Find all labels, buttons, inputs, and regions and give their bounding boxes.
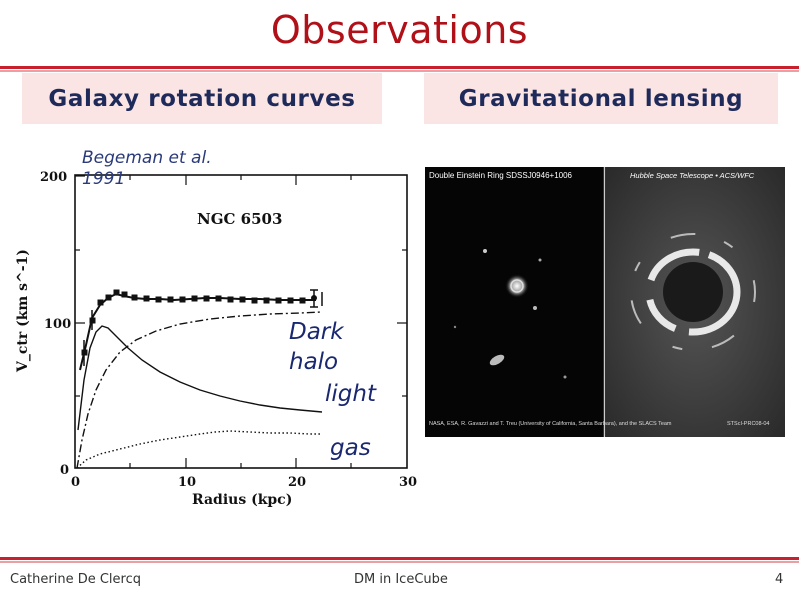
- annotation-light: light: [325, 381, 376, 407]
- footer-divider: [0, 557, 799, 560]
- y-tick-200: 200: [40, 170, 67, 185]
- annotation-gas: gas: [330, 435, 371, 461]
- footer-divider-shadow: [0, 561, 799, 563]
- rotation-curve-plot: 200 100 0 0 10 20 30 Radius (kpc) NGC 65…: [15, 170, 417, 508]
- annotation-dark: Dark: [289, 319, 344, 345]
- lens-header-right: Hubble Space Telescope • ACS/WFC: [630, 171, 755, 180]
- y-axis-label: V_ctr (km s^-1): [15, 249, 31, 373]
- lensing-image: Double Einstein Ring SDSSJ0946+1006 Hubb…: [425, 167, 785, 437]
- title-divider-shadow: [0, 70, 799, 72]
- title-divider: [0, 66, 799, 69]
- lens-credit: NASA, ESA, R. Gavazzi and T. Treu (Unive…: [429, 421, 672, 427]
- einstein-ring-picture: Double Einstein Ring SDSSJ0946+1006 Hubb…: [425, 167, 785, 437]
- y-tick-100: 100: [44, 317, 71, 332]
- axis-ticks: [75, 175, 407, 468]
- x-axis-label: Radius (kpc): [192, 492, 292, 508]
- footer-talk-title: DM in IceCube: [354, 572, 448, 587]
- lens-header-left: Double Einstein Ring SDSSJ0946+1006: [429, 171, 573, 180]
- annotation-halo: halo: [289, 349, 339, 375]
- citation: Begeman et al. 1991: [82, 148, 212, 189]
- lens-credit-id: STScI-PRC08-04: [727, 421, 770, 427]
- heading-gravitational-lensing: Gravitational lensing: [424, 73, 778, 124]
- slide-title: Observations: [270, 8, 529, 52]
- gas-curve: [76, 430, 322, 469]
- disk-curve: [77, 325, 323, 431]
- x-tick-10: 10: [178, 475, 196, 490]
- x-tick-30: 30: [399, 475, 417, 490]
- heading-rotation-curves: Galaxy rotation curves: [22, 73, 382, 124]
- halo-curve: [76, 311, 323, 469]
- footer-page-number: 4: [775, 572, 784, 587]
- footer-author: Catherine De Clercq: [10, 572, 141, 587]
- x-tick-0: 0: [71, 475, 80, 490]
- x-tick-20: 20: [288, 475, 306, 490]
- observed-points: [79, 289, 323, 371]
- galaxy-label: NGC 6503: [197, 210, 282, 228]
- y-tick-0: 0: [60, 463, 69, 478]
